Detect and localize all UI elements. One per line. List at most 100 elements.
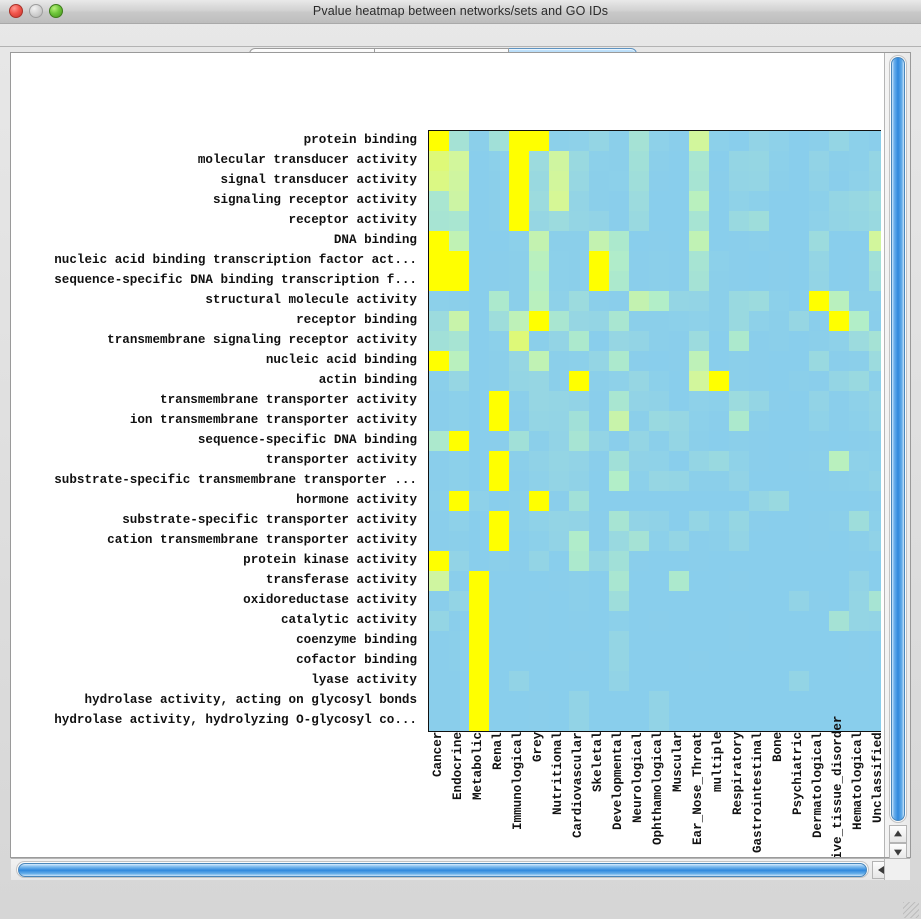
- heatmap-cell[interactable]: [829, 631, 849, 651]
- heatmap-cell[interactable]: [509, 671, 529, 691]
- heatmap-cell[interactable]: [709, 451, 729, 471]
- heatmap-cell[interactable]: [629, 131, 649, 151]
- heatmap-cell[interactable]: [489, 571, 509, 591]
- heatmap-cell[interactable]: [769, 491, 789, 511]
- heatmap-cell[interactable]: [569, 151, 589, 171]
- heatmap-cell[interactable]: [849, 411, 869, 431]
- heatmap-cell[interactable]: [509, 391, 529, 411]
- heatmap-cell[interactable]: [549, 251, 569, 271]
- heatmap-cell[interactable]: [529, 271, 549, 291]
- heatmap-cell[interactable]: [709, 231, 729, 251]
- heatmap-cell[interactable]: [769, 171, 789, 191]
- heatmap-cell[interactable]: [809, 171, 829, 191]
- heatmap-cell[interactable]: [789, 711, 809, 731]
- heatmap-cell[interactable]: [649, 391, 669, 411]
- heatmap-cell[interactable]: [449, 691, 469, 711]
- heatmap-cell[interactable]: [829, 271, 849, 291]
- heatmap-cell[interactable]: [489, 271, 509, 291]
- heatmap-cell[interactable]: [529, 351, 549, 371]
- heatmap-cell[interactable]: [769, 271, 789, 291]
- heatmap-cell[interactable]: [689, 131, 709, 151]
- heatmap-cell[interactable]: [549, 171, 569, 191]
- heatmap-cell[interactable]: [789, 551, 809, 571]
- heatmap-cell[interactable]: [569, 431, 589, 451]
- heatmap-cell[interactable]: [709, 631, 729, 651]
- heatmap-cell[interactable]: [489, 151, 509, 171]
- heatmap-cell[interactable]: [689, 651, 709, 671]
- heatmap-cell[interactable]: [849, 151, 869, 171]
- heatmap-cell[interactable]: [849, 431, 869, 451]
- heatmap-cell[interactable]: [709, 251, 729, 271]
- heatmap-cell[interactable]: [609, 491, 629, 511]
- heatmap-cell[interactable]: [789, 151, 809, 171]
- heatmap-cell[interactable]: [449, 331, 469, 351]
- heatmap-cell[interactable]: [809, 211, 829, 231]
- heatmap-cell[interactable]: [449, 351, 469, 371]
- heatmap-cell[interactable]: [829, 591, 849, 611]
- heatmap-cell[interactable]: [469, 491, 489, 511]
- heatmap-cell[interactable]: [449, 531, 469, 551]
- heatmap-cell[interactable]: [429, 611, 449, 631]
- heatmap-cell[interactable]: [769, 131, 789, 151]
- heatmap-cell[interactable]: [709, 471, 729, 491]
- heatmap-cell[interactable]: [669, 471, 689, 491]
- heatmap-cell[interactable]: [709, 271, 729, 291]
- heatmap-cell[interactable]: [569, 231, 589, 251]
- heatmap-cell[interactable]: [869, 191, 881, 211]
- heatmap-cell[interactable]: [629, 211, 649, 231]
- heatmap-cell[interactable]: [449, 251, 469, 271]
- heatmap-cell[interactable]: [829, 531, 849, 551]
- heatmap-cell[interactable]: [649, 691, 669, 711]
- heatmap-cell[interactable]: [609, 611, 629, 631]
- heatmap-cell[interactable]: [869, 551, 881, 571]
- heatmap-cell[interactable]: [549, 471, 569, 491]
- heatmap-cell[interactable]: [609, 511, 629, 531]
- heatmap-cell[interactable]: [469, 611, 489, 631]
- heatmap-cell[interactable]: [709, 331, 729, 351]
- heatmap-cell[interactable]: [749, 631, 769, 651]
- heatmap-cell[interactable]: [749, 451, 769, 471]
- heatmap-cell[interactable]: [709, 391, 729, 411]
- heatmap-cell[interactable]: [809, 311, 829, 331]
- heatmap-cell[interactable]: [629, 311, 649, 331]
- heatmap-cell[interactable]: [689, 451, 709, 471]
- heatmap-cell[interactable]: [489, 371, 509, 391]
- heatmap-cell[interactable]: [829, 211, 849, 231]
- heatmap-cell[interactable]: [729, 331, 749, 351]
- heatmap-cell[interactable]: [589, 351, 609, 371]
- heatmap-cell[interactable]: [809, 571, 829, 591]
- heatmap-cell[interactable]: [569, 651, 589, 671]
- heatmap-cell[interactable]: [749, 551, 769, 571]
- heatmap-cell[interactable]: [529, 371, 549, 391]
- heatmap-cell[interactable]: [869, 511, 881, 531]
- heatmap-cell[interactable]: [849, 331, 869, 351]
- heatmap-cell[interactable]: [869, 171, 881, 191]
- heatmap-cell[interactable]: [589, 371, 609, 391]
- heatmap-cell[interactable]: [509, 231, 529, 251]
- heatmap-cell[interactable]: [849, 251, 869, 271]
- vertical-scrollbar-track[interactable]: [889, 55, 907, 823]
- heatmap-cell[interactable]: [869, 351, 881, 371]
- heatmap-cell[interactable]: [589, 271, 609, 291]
- heatmap-cell[interactable]: [549, 511, 569, 531]
- heatmap-cell[interactable]: [489, 631, 509, 651]
- heatmap-cell[interactable]: [729, 411, 749, 431]
- heatmap-cell[interactable]: [549, 391, 569, 411]
- heatmap-cell[interactable]: [429, 471, 449, 491]
- heatmap-cell[interactable]: [749, 371, 769, 391]
- heatmap-cell[interactable]: [689, 631, 709, 651]
- heatmap-cell[interactable]: [589, 491, 609, 511]
- heatmap-cell[interactable]: [589, 431, 609, 451]
- heatmap-cell[interactable]: [789, 191, 809, 211]
- heatmap-cell[interactable]: [449, 431, 469, 451]
- heatmap-cell[interactable]: [769, 531, 789, 551]
- heatmap-cell[interactable]: [489, 491, 509, 511]
- heatmap-cell[interactable]: [489, 471, 509, 491]
- heatmap-cell[interactable]: [809, 151, 829, 171]
- heatmap-cell[interactable]: [809, 351, 829, 371]
- heatmap-cell[interactable]: [429, 571, 449, 591]
- heatmap-cell[interactable]: [849, 491, 869, 511]
- heatmap-cell[interactable]: [469, 691, 489, 711]
- heatmap-cell[interactable]: [489, 231, 509, 251]
- heatmap-cell[interactable]: [649, 271, 669, 291]
